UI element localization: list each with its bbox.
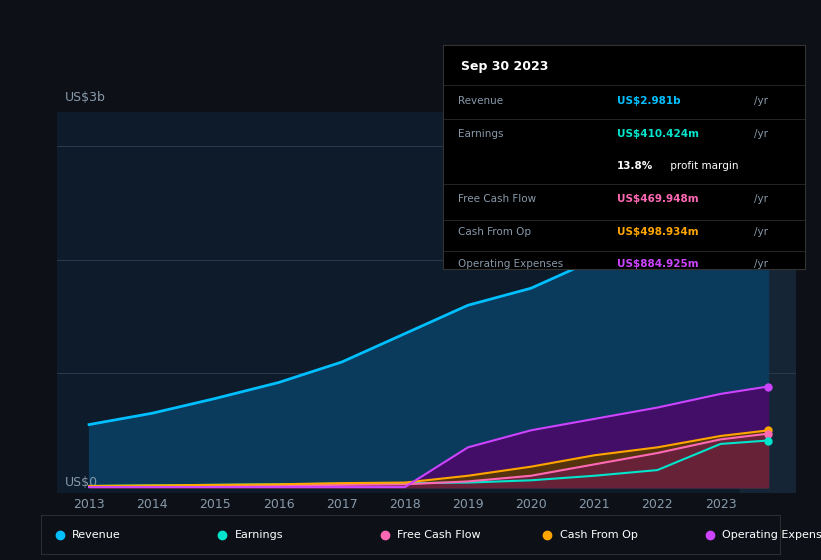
Text: Operating Expenses: Operating Expenses xyxy=(458,259,563,269)
Text: Free Cash Flow: Free Cash Flow xyxy=(458,194,536,204)
Text: US$498.934m: US$498.934m xyxy=(617,227,699,237)
Text: /yr: /yr xyxy=(754,128,768,138)
Text: 13.8%: 13.8% xyxy=(617,161,653,171)
Text: US$3b: US$3b xyxy=(65,91,106,104)
Text: Cash From Op: Cash From Op xyxy=(560,530,638,540)
Text: US$469.948m: US$469.948m xyxy=(617,194,699,204)
Text: /yr: /yr xyxy=(754,96,768,106)
Text: Sep 30 2023: Sep 30 2023 xyxy=(461,60,548,73)
Text: /yr: /yr xyxy=(754,259,768,269)
Text: Revenue: Revenue xyxy=(458,96,503,106)
Text: US$2.981b: US$2.981b xyxy=(617,96,681,106)
Text: /yr: /yr xyxy=(754,227,768,237)
Text: profit margin: profit margin xyxy=(667,161,739,171)
Text: Earnings: Earnings xyxy=(458,128,503,138)
Text: Cash From Op: Cash From Op xyxy=(458,227,531,237)
Text: US$410.424m: US$410.424m xyxy=(617,128,699,138)
Text: Revenue: Revenue xyxy=(72,530,121,540)
Text: US$0: US$0 xyxy=(65,476,98,489)
Text: Earnings: Earnings xyxy=(235,530,283,540)
Text: US$884.925m: US$884.925m xyxy=(617,259,699,269)
Text: Free Cash Flow: Free Cash Flow xyxy=(397,530,481,540)
Text: Operating Expenses: Operating Expenses xyxy=(722,530,821,540)
Bar xyxy=(740,112,796,493)
Text: /yr: /yr xyxy=(754,194,768,204)
